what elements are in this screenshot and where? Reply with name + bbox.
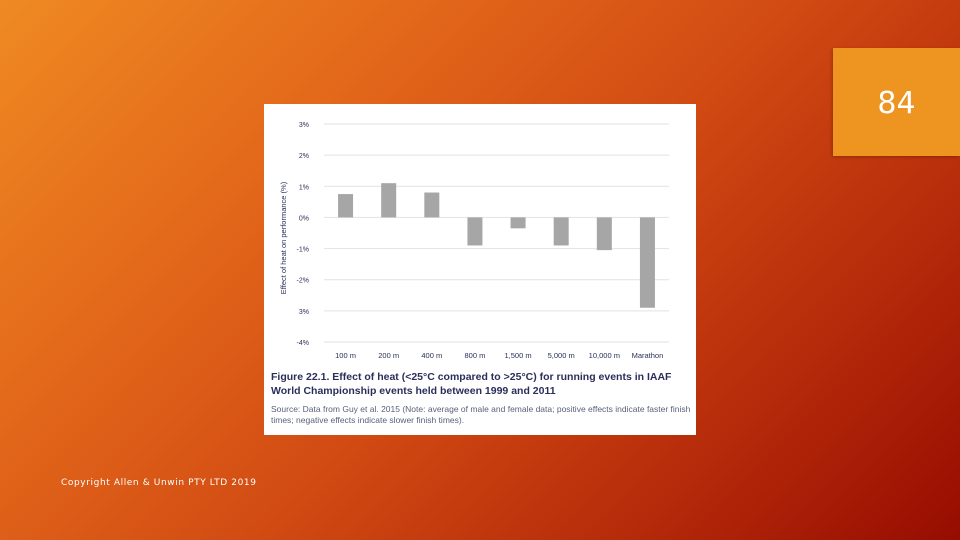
figure-caption-source: Source: Data from Guy et al. 2015 (Note:… <box>271 404 691 425</box>
bar-200-m <box>381 183 397 218</box>
y-tick-label: -1% <box>297 247 309 254</box>
x-tick-label: 10,000 m <box>589 351 620 360</box>
x-tick-label: 1,500 m <box>505 351 532 360</box>
figure-card: 3% 2% 1% 0% -1% -2% 3% -4% Effect of heat on per… <box>264 104 696 435</box>
slide-number: 84 <box>877 86 916 121</box>
copyright-notice: Copyright Allen & Unwin PTY LTD 2019 <box>61 478 257 488</box>
bar-marathon <box>639 217 655 308</box>
y-tick-label: 2% <box>299 153 309 160</box>
y-tick-label: -2% <box>297 278 309 285</box>
x-tick-label: 5,000 m <box>548 351 575 360</box>
bar-1-500-m <box>510 217 526 229</box>
y-tick-label: 3% <box>299 309 309 316</box>
y-tick-label: 1% <box>299 184 309 191</box>
x-tick-label: 800 m <box>465 351 486 360</box>
y-tick-label: 0% <box>299 215 309 222</box>
bar-chart: 3% 2% 1% 0% -1% -2% 3% -4% Effect of heat on per… <box>279 122 669 360</box>
x-tick-label: Marathon <box>632 351 664 360</box>
y-tick-label: 3% <box>299 122 309 129</box>
bar-400-m <box>424 192 440 218</box>
x-tick-label: 100 m <box>335 351 356 360</box>
bar-5-000-m <box>553 217 569 246</box>
bar-800-m <box>467 217 483 246</box>
bar-10-000-m <box>596 217 612 251</box>
y-axis-label: Effect of heat on performance (%) <box>279 181 288 294</box>
x-tick-label: 400 m <box>421 351 442 360</box>
slide-number-box: 84 <box>833 48 960 156</box>
x-tick-label: 200 m <box>378 351 399 360</box>
bar-100-m <box>338 194 354 218</box>
y-tick-label: -4% <box>297 340 309 347</box>
figure-caption-title: Figure 22.1. Effect of heat (<25°C compa… <box>271 371 672 397</box>
